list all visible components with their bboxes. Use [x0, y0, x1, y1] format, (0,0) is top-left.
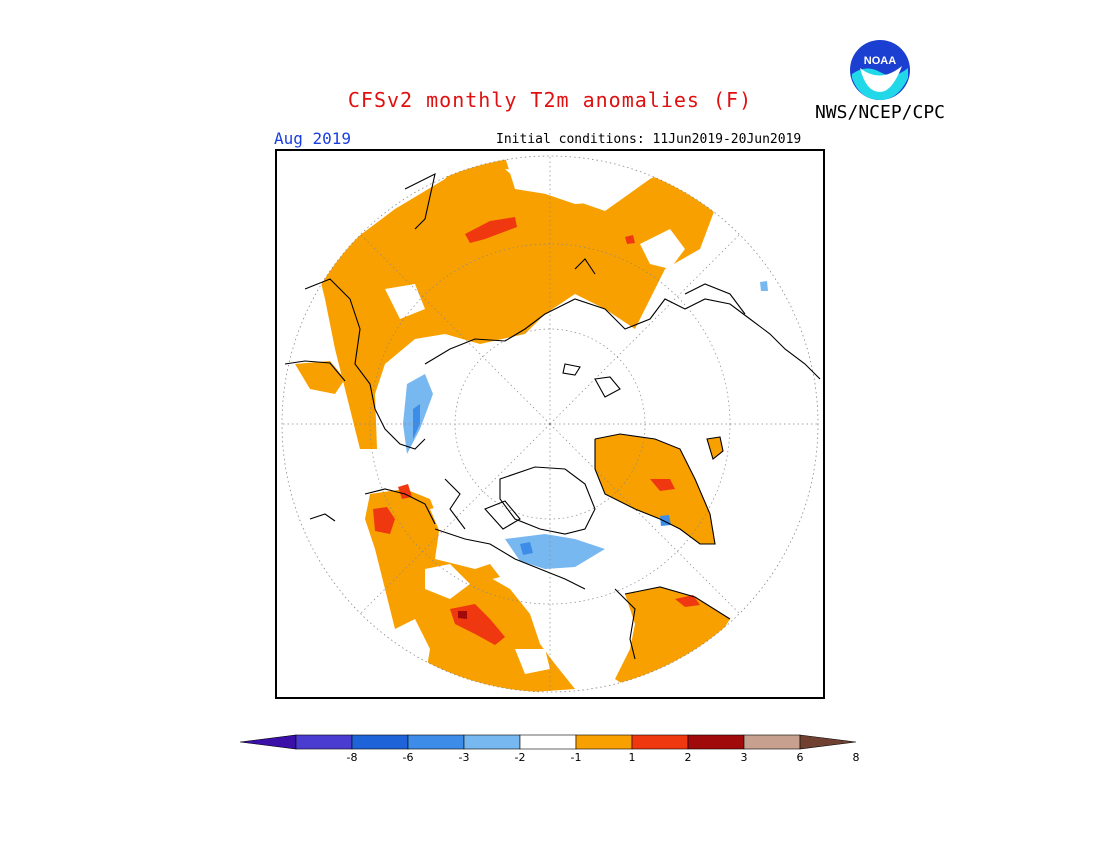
noaa-logo: NOAA — [848, 38, 912, 102]
anomaly-spot-canada-dark — [458, 611, 467, 619]
colorbar-tick-label: 3 — [741, 751, 748, 764]
chart-title: CFSv2 monthly T2m anomalies (F) — [347, 88, 753, 112]
anomaly-map — [275, 149, 825, 699]
colorbar-tick-label: -6 — [403, 751, 414, 764]
noaa-logo-text: NOAA — [864, 55, 896, 67]
colorbar-tick-label: 8 — [853, 751, 860, 764]
colorbar-tick-label: 6 — [797, 751, 804, 764]
colorbar-segment — [351, 734, 409, 750]
anomaly-region-labrador — [615, 587, 730, 692]
colorbar-segment — [687, 734, 745, 750]
colorbar: -8 -6 -3 -2 -1 1 2 3 6 8 — [238, 730, 862, 770]
anomaly-spot-siberia — [465, 217, 517, 243]
colorbar-segment — [631, 734, 689, 750]
colorbar-segment — [295, 734, 353, 750]
colorbar-arrow-high — [799, 734, 857, 750]
coastlines — [284, 172, 821, 660]
colorbar-tick-label: 1 — [629, 751, 636, 764]
anomaly-spot-alaska — [373, 507, 395, 534]
initial-conditions: Initial conditions: 11Jun2019-20Jun2019 — [496, 132, 802, 147]
anomaly-region-greenland — [595, 434, 715, 544]
anomaly-region-north-america — [365, 489, 575, 692]
map-frame-border — [275, 149, 825, 699]
anomaly-region-eurasia — [315, 157, 715, 449]
colorbar-tick-label: -3 — [459, 751, 470, 764]
colorbar-segment — [463, 734, 521, 750]
colorbar-tick-label: -2 — [515, 751, 526, 764]
colorbar-segment — [575, 734, 633, 750]
colorbar-tick-label: 2 — [685, 751, 692, 764]
agency-label: NWS/NCEP/CPC — [814, 102, 946, 123]
anomaly-region-europe-west — [295, 361, 345, 394]
colorbar-segment — [519, 734, 577, 750]
colorbar-tick-label: -8 — [347, 751, 358, 764]
colorbar-segment — [407, 734, 465, 750]
colorbar-segment — [743, 734, 801, 750]
colorbar-arrow-low — [239, 734, 297, 750]
colorbar-tick-label: -1 — [571, 751, 582, 764]
forecast-month: Aug 2019 — [274, 129, 352, 148]
